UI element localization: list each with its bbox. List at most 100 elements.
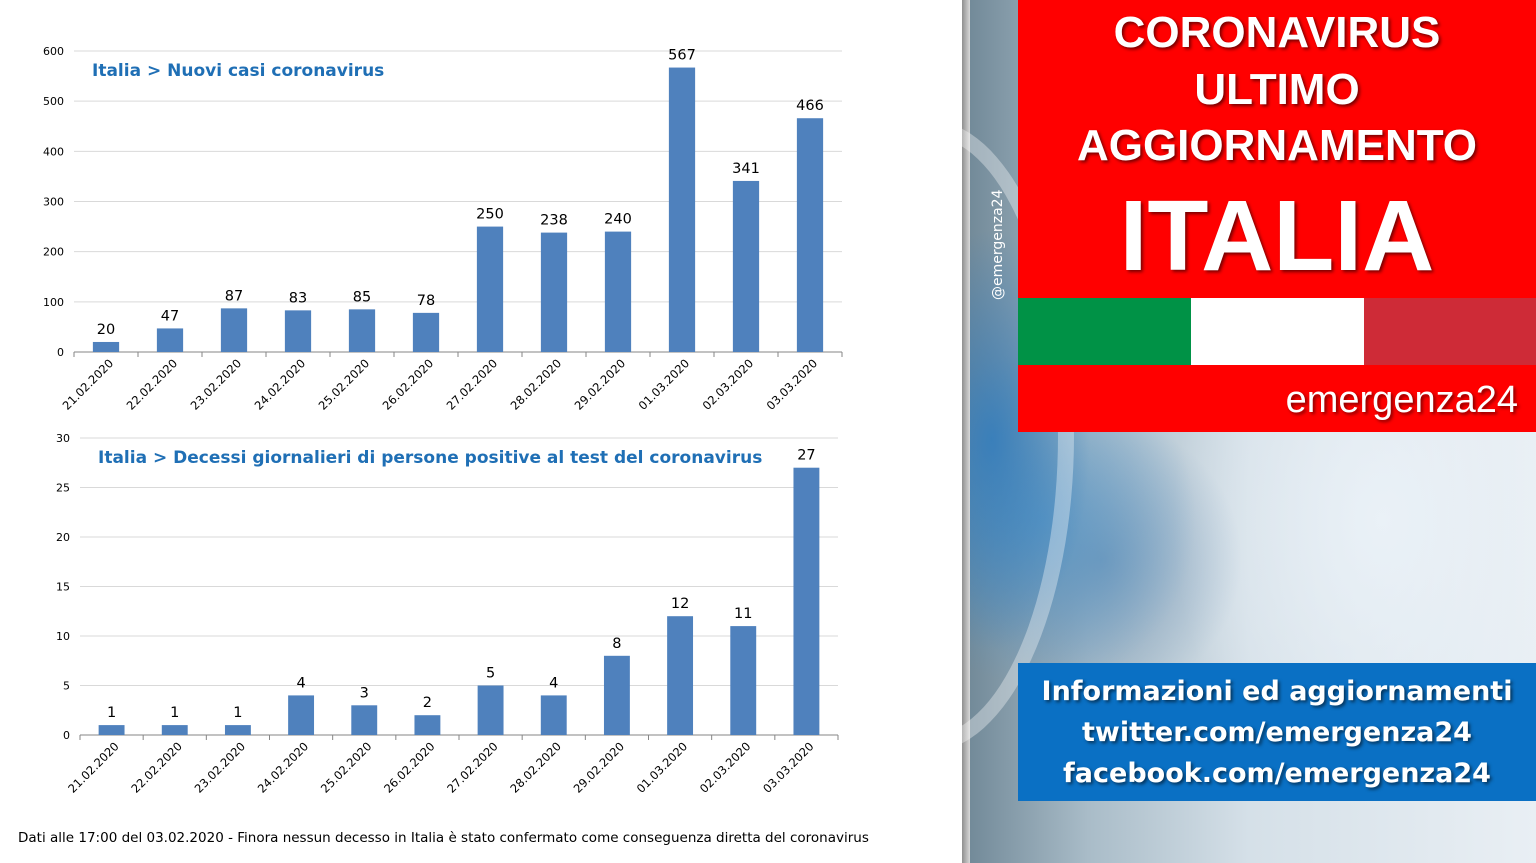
x-tick-label: 23.02.2020 <box>192 739 248 795</box>
data-label: 2 <box>423 695 432 711</box>
title-line-3: AGGIORNAMENTO <box>1076 121 1478 170</box>
chart-title: Italia > Nuovi casi coronavirus <box>92 61 384 81</box>
bar <box>156 328 184 352</box>
bar <box>796 118 824 353</box>
data-label: 3 <box>360 685 369 701</box>
bar <box>161 725 188 735</box>
y-tick-label: 500 <box>43 95 64 108</box>
data-label: 341 <box>732 161 760 177</box>
data-label: 11 <box>734 606 752 622</box>
data-label: 250 <box>476 207 504 223</box>
x-tick-label: 24.02.2020 <box>252 356 308 412</box>
bar <box>92 341 120 352</box>
x-tick-label: 27.02.2020 <box>444 356 500 412</box>
data-label: 87 <box>225 288 243 304</box>
y-tick-label: 300 <box>43 196 64 209</box>
y-tick-label: 100 <box>43 296 64 309</box>
y-tick-label: 15 <box>56 581 70 594</box>
x-tick-label: 22.02.2020 <box>128 739 184 795</box>
y-tick-label: 20 <box>56 531 70 544</box>
y-tick-label: 5 <box>63 680 70 693</box>
flag-green-stripe <box>1018 298 1191 365</box>
bar <box>476 226 504 352</box>
x-tick-label: 02.03.2020 <box>697 739 753 795</box>
facebook-link[interactable]: facebook.com/emergenza24 <box>1063 758 1491 789</box>
data-label: 27 <box>797 448 815 464</box>
x-tick-label: 27.02.2020 <box>444 739 500 795</box>
y-tick-label: 10 <box>56 630 70 643</box>
data-label: 20 <box>97 322 115 338</box>
y-tick-label: 400 <box>43 145 64 158</box>
data-label: 8 <box>612 636 621 652</box>
new-cases-chart: 0 100 200 300 400 500 600 Italia > Nuovi casi c… <box>43 45 843 413</box>
bar <box>732 180 760 352</box>
x-tick-label: 02.03.2020 <box>700 356 756 412</box>
y-tick-label: 0 <box>57 346 64 359</box>
bar <box>220 308 248 352</box>
x-tick-label: 28.02.2020 <box>508 356 564 412</box>
y-tick-label: 600 <box>43 45 64 58</box>
bar <box>348 309 376 352</box>
charts-area: 0 100 200 300 400 500 600 Italia > Nuovi casi c… <box>18 45 869 846</box>
data-label: 4 <box>296 675 305 691</box>
data-label: 12 <box>671 596 689 612</box>
data-label: 4 <box>549 675 558 691</box>
bar <box>540 695 567 735</box>
bar <box>604 231 632 352</box>
vertical-handle: @emergenza24 <box>990 189 1006 301</box>
bar <box>730 626 757 735</box>
italian-flag <box>1018 298 1536 365</box>
data-label: 1 <box>107 705 116 721</box>
title-box: CORONAVIRUS ULTIMO AGGIORNAMENTO ITALIA <box>1018 0 1536 298</box>
data-label: 1 <box>170 705 179 721</box>
x-tick-label: 28.02.2020 <box>507 739 563 795</box>
bar <box>668 67 696 353</box>
y-tick-label: 200 <box>43 246 64 259</box>
bar <box>414 715 441 735</box>
title-line-1: CORONAVIRUS <box>1113 8 1441 57</box>
bar <box>351 705 378 735</box>
x-tick-label: 24.02.2020 <box>255 739 311 795</box>
info-box: Informazioni ed aggiornamenti twitter.co… <box>1018 663 1536 801</box>
bar <box>288 695 315 735</box>
data-label: 240 <box>604 212 632 228</box>
y-tick-label: 25 <box>56 482 70 495</box>
x-tick-label: 23.02.2020 <box>188 356 244 412</box>
bar <box>412 312 440 352</box>
x-tick-label: 25.02.2020 <box>316 356 372 412</box>
data-label: 83 <box>289 290 307 306</box>
y-tick-label: 30 <box>56 432 70 445</box>
data-label: 466 <box>796 98 824 114</box>
x-tick-label: 01.03.2020 <box>634 739 690 795</box>
x-tick-label: 25.02.2020 <box>318 739 374 795</box>
title-line-2: ULTIMO <box>1194 65 1360 114</box>
data-label: 78 <box>417 293 435 309</box>
bar <box>667 616 694 735</box>
footnote: Dati alle 17:00 del 03.02.2020 - Finora … <box>18 830 869 846</box>
bar <box>603 655 630 735</box>
x-tick-label: 21.02.2020 <box>60 356 116 412</box>
bar <box>224 725 251 735</box>
info-line-1: Informazioni ed aggiornamenti <box>1041 676 1513 707</box>
brand-label: emergenza24 <box>1285 379 1518 421</box>
data-label: 5 <box>486 666 495 682</box>
side-panel: @emergenza24 CORONAVIRUS ULTIMO AGGIORNA… <box>962 0 1536 863</box>
brand-box: emergenza24 <box>1018 365 1536 432</box>
data-label: 1 <box>233 705 242 721</box>
x-tick-label: 22.02.2020 <box>124 356 180 412</box>
twitter-link[interactable]: twitter.com/emergenza24 <box>1082 717 1472 748</box>
x-tick-label: 03.03.2020 <box>760 739 816 795</box>
bar <box>540 232 568 352</box>
flag-white-stripe <box>1191 298 1364 365</box>
bar <box>98 725 125 735</box>
x-tick-label: 26.02.2020 <box>380 356 436 412</box>
data-label: 85 <box>353 289 371 305</box>
y-tick-label: 0 <box>63 729 70 742</box>
bar <box>284 310 312 352</box>
country-title: ITALIA <box>1119 180 1435 292</box>
chart-title: Italia > Decessi giornalieri di persone … <box>98 448 762 468</box>
flag-red-stripe <box>1364 298 1536 365</box>
data-label: 567 <box>668 48 696 64</box>
bar <box>477 685 504 735</box>
